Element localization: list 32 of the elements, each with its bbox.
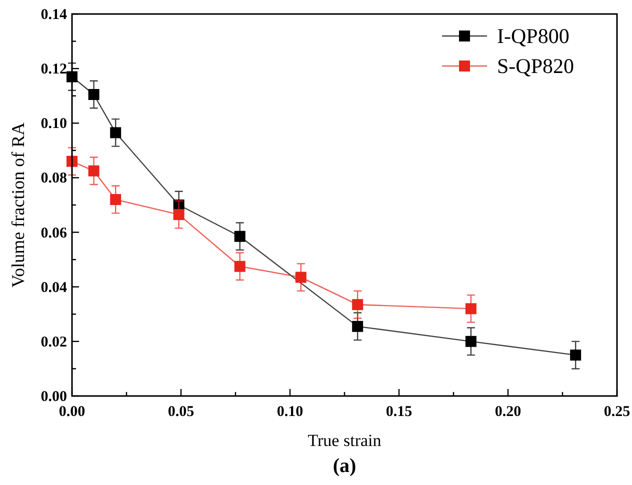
point [88,88,100,100]
point [88,165,100,176]
point [352,320,364,332]
y-tick-label: 0.14 [40,7,68,23]
y-tick-label: 0.06 [40,225,68,242]
text: (a) [332,455,356,477]
point [110,127,122,138]
point [234,230,246,242]
point [234,260,246,272]
point [570,350,582,361]
legend-label: S-QP820 [497,54,574,78]
y-tick-label: 0.04 [40,280,68,296]
point [173,209,184,220]
y-axis-title: Volume fraction of RA [8,122,28,288]
y-tick-label: 0.08 [40,170,67,187]
point [465,303,476,314]
x-tick-label: 0.20 [494,404,522,420]
y-tick-label: 0.02 [40,334,67,350]
point [465,336,476,347]
x-tick-label: 0.10 [276,404,304,420]
point [110,194,122,206]
point [352,299,364,310]
legend-label: I-QP800 [497,24,570,48]
y-tick-label: 0.12 [40,62,67,78]
x-axis-title: True strain [308,431,382,450]
y-tick-label: 0.00 [40,389,67,405]
point [295,272,306,283]
x-tick-label: 0.05 [168,404,194,420]
x-tick-label: 0.15 [386,404,412,420]
y-tick-label: 0.10 [40,116,67,132]
x-tick-label: 0.25 [604,404,630,420]
text: 0.00 [58,404,86,420]
